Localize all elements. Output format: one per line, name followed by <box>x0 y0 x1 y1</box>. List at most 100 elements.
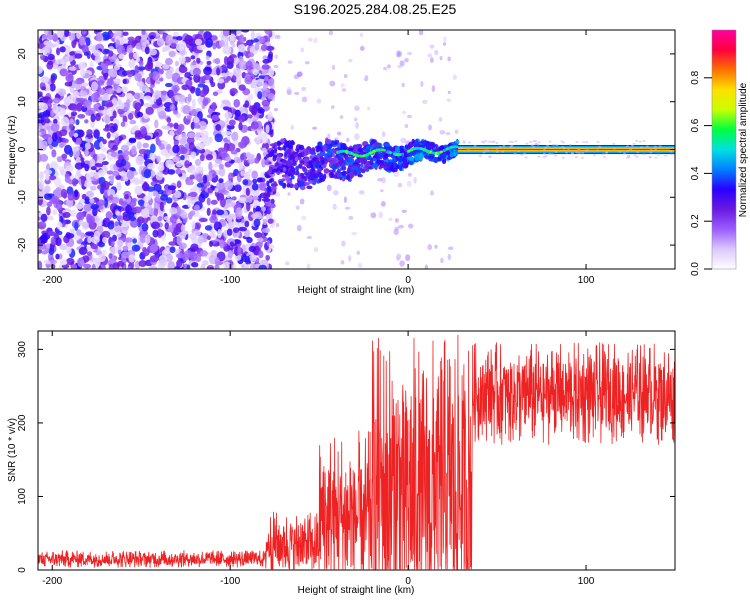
spectrogram-cell <box>71 146 80 152</box>
spectrogram-cell <box>176 259 183 268</box>
spectrogram-cell <box>645 145 649 148</box>
spectrogram-cell <box>169 130 175 137</box>
spectrogram-cell <box>341 240 346 247</box>
spectrogram-cell <box>352 169 358 176</box>
spectrogram-cell <box>221 64 227 71</box>
spectrogram-cell <box>623 152 627 155</box>
spectrogram-cell <box>567 149 571 152</box>
spectrogram-cell <box>256 237 264 242</box>
spectrogram-cell <box>257 108 265 114</box>
spectrogram-cell <box>135 155 145 166</box>
spectrogram-cell <box>101 92 110 101</box>
spectrogram-cell <box>405 254 411 262</box>
spectrogram-cell <box>160 149 169 156</box>
colorbar: 0.0 0.2 0.4 0.6 0.8 Normalized spectral ampl… <box>690 29 749 276</box>
spectrogram-cell <box>348 215 354 220</box>
spectrogram-cell <box>98 106 105 111</box>
spectrogram-cell <box>95 32 103 42</box>
spectrogram-cell <box>68 149 74 158</box>
spectrogram-cell <box>407 223 414 229</box>
spectrogram-cell <box>214 133 223 143</box>
spectrogram-cell <box>596 140 600 143</box>
spectrogram-cell <box>255 137 261 145</box>
spectrogram-cell <box>415 146 420 150</box>
spectrogram-cell <box>172 144 180 154</box>
spectrogram-cell <box>190 169 197 175</box>
spectrogram-cell <box>40 213 48 222</box>
spectrogram-cell <box>300 175 306 179</box>
spectrogram-cell <box>194 131 201 141</box>
spectrogram-cell <box>427 244 433 251</box>
spectrogram-cell <box>208 240 214 248</box>
spectrogram-cell <box>65 232 75 239</box>
spectrogram-cell <box>394 146 400 152</box>
spectrogram-cell <box>370 212 377 219</box>
spectrogram-cell <box>198 235 205 244</box>
spectrogram-cell <box>574 155 578 158</box>
spectrogram-cell <box>199 130 209 137</box>
spectrogram-cell <box>68 66 77 71</box>
spectrogram-cell <box>206 60 212 65</box>
spectrogram-cell <box>233 99 241 108</box>
spectrogram-cell <box>295 170 300 174</box>
spectrogram-cell <box>157 228 163 239</box>
spectrogram-cell <box>658 145 662 148</box>
spectrogram-cell <box>258 250 264 259</box>
spectrogram-cell <box>562 141 566 144</box>
spectrogram-cell <box>125 92 133 98</box>
spectrogram-cell <box>483 149 487 152</box>
spectrogram-cell <box>180 211 188 219</box>
spectrogram-cell <box>642 139 646 142</box>
spectrogram-cell <box>670 153 674 156</box>
spectrogram-cell <box>60 107 66 117</box>
figure-title: S196.2025.284.08.25.E25 <box>293 1 457 17</box>
spectrogram-cell <box>116 215 125 221</box>
spectrogram-cell <box>648 156 652 159</box>
spectrogram-cell <box>131 145 137 155</box>
spectrogram-cell <box>336 142 342 148</box>
spectrogram-cell <box>162 46 167 53</box>
spectrogram-cell <box>439 150 444 154</box>
spectrogram-cell <box>52 209 58 215</box>
spectrogram-cell <box>49 259 57 265</box>
spectrogram-cell <box>407 149 411 153</box>
spectrogram-cell <box>69 51 76 56</box>
spectrogram-cell <box>143 95 152 101</box>
spectrogram-cell <box>429 57 434 63</box>
spectrogram-cell <box>43 169 53 175</box>
spectrogram-cell <box>299 198 305 205</box>
y-tick-label: 300 <box>17 341 28 358</box>
spectrogram-cell <box>90 204 99 210</box>
spectrogram-cell <box>312 126 318 130</box>
spectrogram-cell <box>257 91 263 100</box>
spectrogram-cell <box>137 66 146 71</box>
spectrogram-cell <box>306 185 313 190</box>
spectrogram-cell <box>462 141 466 144</box>
spectrogram-cell <box>292 161 297 166</box>
spectrogram-cell <box>397 182 403 188</box>
spectrogram-cell <box>59 259 68 266</box>
spectrogram-cell <box>60 188 68 198</box>
spectrogram-cell <box>179 50 185 56</box>
spectrogram-cell <box>393 170 400 177</box>
spectrogram-cell <box>251 196 259 201</box>
spectrogram-cell <box>269 207 274 212</box>
spectrogram-cell <box>117 98 122 106</box>
spectrogram-cell <box>353 117 358 122</box>
spectrogram-cell <box>176 162 183 168</box>
spectrogram-cell <box>363 77 368 81</box>
spectrogram-cell <box>246 201 251 212</box>
spectrogram-cell <box>581 151 585 154</box>
spectrogram-cell <box>70 209 77 217</box>
spectrogram-cell <box>70 104 80 111</box>
spectrogram-cell <box>190 121 195 130</box>
spectrogram-cell <box>282 182 287 186</box>
spectrogram-cell <box>310 151 317 155</box>
spectrogram-cell <box>256 177 263 183</box>
spectrogram-cell <box>339 115 344 119</box>
spectrogram-cell <box>654 148 658 151</box>
spectrogram-cell <box>242 179 249 186</box>
spectrogram-cell <box>223 261 231 269</box>
spectrogram-cell <box>141 208 150 219</box>
